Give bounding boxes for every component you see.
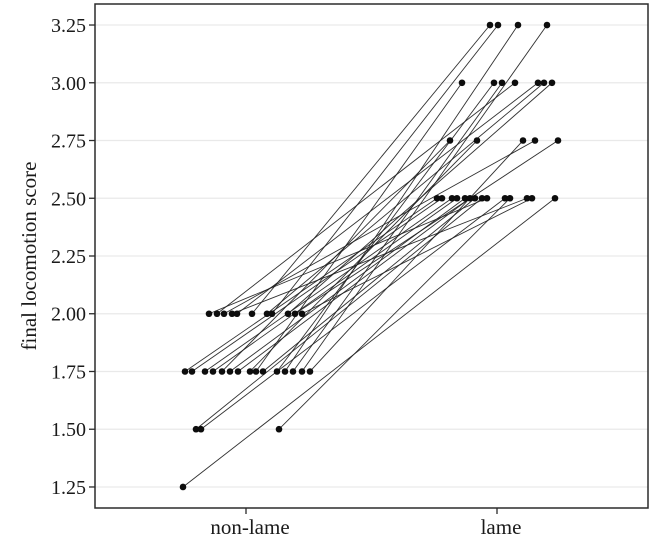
data-point-lame — [548, 79, 556, 87]
data-point-lame — [473, 137, 481, 144]
pair-line — [251, 24, 491, 315]
data-point-lame — [483, 194, 491, 202]
data-point-lame — [486, 21, 494, 29]
data-point-lame — [511, 79, 519, 87]
pair-line — [182, 197, 556, 488]
data-point-lame — [446, 137, 454, 144]
data-point-non-lame — [226, 368, 234, 375]
pair-line — [292, 82, 503, 372]
data-point-non-lame — [306, 368, 314, 375]
data-point-non-lame — [213, 310, 221, 318]
pair-line — [271, 24, 499, 315]
data-point-lame — [478, 194, 486, 202]
pair-line — [229, 197, 466, 372]
data-point-non-lame — [275, 425, 283, 433]
pair-line — [266, 82, 545, 315]
pair-line — [191, 197, 443, 372]
data-point-non-lame — [234, 368, 242, 375]
data-point-lame — [501, 194, 509, 202]
data-point-lame — [466, 194, 474, 202]
pair-line — [301, 24, 548, 372]
x-tick-label: non-lame — [210, 515, 289, 538]
data-point-non-lame — [228, 310, 236, 318]
data-point-non-lame — [209, 368, 217, 375]
y-tick-label: 2.75 — [51, 131, 86, 153]
pair-line — [276, 82, 495, 372]
data-point-non-lame — [246, 368, 254, 375]
data-point-lame — [506, 194, 514, 202]
data-point-non-lame — [218, 368, 226, 375]
data-point-non-lame — [263, 310, 271, 318]
data-point-non-lame — [281, 368, 289, 375]
data-point-lame — [554, 137, 562, 144]
data-point-lame — [551, 194, 559, 202]
data-point-non-lame — [268, 310, 276, 318]
data-point-non-lame — [298, 368, 306, 375]
y-tick-label: 1.50 — [51, 419, 86, 441]
data-point-lame — [543, 21, 551, 29]
data-point-non-lame — [205, 310, 213, 318]
data-point-lame — [438, 194, 446, 202]
data-point-lame — [458, 79, 466, 87]
data-point-non-lame — [181, 368, 189, 375]
data-point-lame — [519, 137, 527, 144]
y-tick-label: 2.50 — [51, 188, 86, 210]
data-point-lame — [453, 194, 461, 202]
data-point-non-lame — [291, 310, 299, 318]
pair-line — [216, 82, 516, 315]
data-point-lame — [534, 79, 542, 87]
data-point-non-lame — [259, 368, 267, 375]
y-tick-label: 1.75 — [51, 361, 86, 383]
y-tick-label: 2.00 — [51, 304, 86, 326]
data-point-non-lame — [192, 425, 200, 433]
data-point-non-lame — [197, 425, 205, 433]
y-tick-label: 2.25 — [51, 246, 86, 268]
pair-line — [184, 197, 438, 372]
data-point-lame — [523, 194, 531, 202]
data-point-lame — [461, 194, 469, 202]
pair-line — [236, 82, 539, 315]
y-axis-title: final locomotion score — [17, 162, 41, 351]
data-point-non-lame — [220, 310, 228, 318]
data-point-non-lame — [284, 310, 292, 318]
data-point-lame — [490, 79, 498, 87]
data-point-lame — [531, 137, 539, 144]
pair-line — [294, 140, 559, 315]
data-point-lame — [514, 21, 522, 29]
data-point-lame — [433, 194, 441, 202]
data-point-non-lame — [273, 368, 281, 375]
data-point-lame — [498, 79, 506, 87]
data-point-lame — [540, 79, 548, 87]
pair-line — [301, 197, 533, 315]
data-point-non-lame — [252, 368, 260, 375]
y-tick-label: 1.25 — [51, 477, 86, 499]
pair-line — [231, 197, 528, 315]
pair-line — [287, 82, 553, 315]
pair-line — [255, 82, 463, 372]
data-point-non-lame — [233, 310, 241, 318]
data-point-non-lame — [298, 310, 306, 318]
data-point-lame — [471, 194, 479, 202]
pair-line — [278, 197, 511, 430]
data-point-non-lame — [179, 483, 187, 491]
data-point-lame — [528, 194, 536, 202]
data-point-lame — [448, 194, 456, 202]
data-point-non-lame — [289, 368, 297, 375]
data-point-non-lame — [188, 368, 196, 375]
x-tick-label: lame — [481, 515, 522, 538]
data-point-non-lame — [248, 310, 256, 318]
y-tick-label: 3.25 — [51, 15, 86, 37]
pair-line — [204, 197, 453, 372]
data-point-non-lame — [201, 368, 209, 375]
pair-line — [284, 24, 519, 372]
data-point-lame — [494, 21, 502, 29]
y-tick-label: 3.00 — [51, 73, 86, 95]
